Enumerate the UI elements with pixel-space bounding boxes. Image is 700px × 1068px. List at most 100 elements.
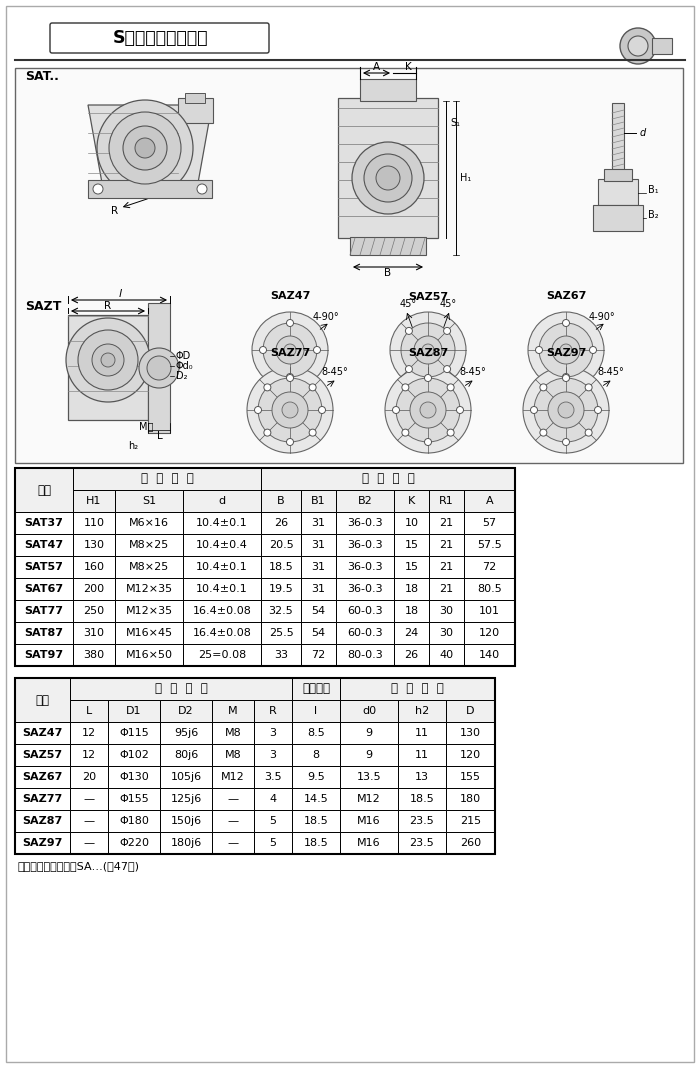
Text: ΦD: ΦD xyxy=(176,351,191,361)
Text: 10.4±0.1: 10.4±0.1 xyxy=(196,584,248,594)
Bar xyxy=(446,766,495,788)
Text: 30: 30 xyxy=(440,606,454,616)
Text: 54: 54 xyxy=(312,606,326,616)
Bar xyxy=(108,722,160,744)
Bar xyxy=(398,788,446,810)
Bar xyxy=(70,744,108,766)
FancyBboxPatch shape xyxy=(50,23,269,53)
Bar xyxy=(183,578,261,600)
Text: 20.5: 20.5 xyxy=(269,540,293,550)
Text: SAT..: SAT.. xyxy=(25,69,59,82)
Circle shape xyxy=(402,383,409,391)
Bar xyxy=(261,534,301,556)
Bar xyxy=(292,832,340,854)
Bar xyxy=(160,744,212,766)
Bar xyxy=(429,556,464,578)
Bar xyxy=(398,744,446,766)
Text: M16×50: M16×50 xyxy=(125,650,172,660)
Bar xyxy=(115,600,183,622)
Text: 24: 24 xyxy=(405,628,419,638)
Bar xyxy=(73,534,115,556)
Circle shape xyxy=(135,138,155,158)
Text: M12: M12 xyxy=(221,772,245,782)
Bar xyxy=(68,315,148,420)
Text: 型号: 型号 xyxy=(37,484,51,497)
Bar xyxy=(15,678,495,854)
Bar xyxy=(446,722,495,744)
Text: 11: 11 xyxy=(415,728,429,738)
Text: SAZ47: SAZ47 xyxy=(270,290,310,301)
Text: SAT77: SAT77 xyxy=(25,606,64,616)
Circle shape xyxy=(447,383,454,391)
Text: 95j6: 95j6 xyxy=(174,728,198,738)
Bar xyxy=(301,556,336,578)
Bar xyxy=(185,93,205,103)
Circle shape xyxy=(364,154,412,202)
Text: 23.5: 23.5 xyxy=(410,838,435,848)
Bar xyxy=(73,578,115,600)
Text: 18.5: 18.5 xyxy=(304,816,328,826)
Text: 30: 30 xyxy=(440,628,454,638)
Bar xyxy=(292,744,340,766)
Text: SAZT: SAZT xyxy=(25,299,62,313)
Bar xyxy=(340,744,398,766)
Text: 15: 15 xyxy=(405,540,419,550)
Circle shape xyxy=(286,319,293,327)
Bar xyxy=(160,722,212,744)
Text: M架: M架 xyxy=(139,421,153,431)
Text: Φ130: Φ130 xyxy=(119,772,149,782)
Bar xyxy=(108,832,160,854)
Text: d: d xyxy=(640,128,646,138)
Bar xyxy=(301,578,336,600)
Text: 36-0.3: 36-0.3 xyxy=(347,562,383,572)
Circle shape xyxy=(414,336,442,364)
Bar xyxy=(429,644,464,666)
Text: H₁: H₁ xyxy=(460,173,471,183)
Text: 31: 31 xyxy=(312,584,326,594)
Text: 外  型  尺  寸: 外 型 尺 寸 xyxy=(362,472,414,486)
Bar xyxy=(429,578,464,600)
Bar xyxy=(15,678,70,722)
Bar xyxy=(340,678,495,700)
Text: 型号: 型号 xyxy=(36,693,50,707)
Circle shape xyxy=(424,375,431,381)
Text: B2: B2 xyxy=(358,496,372,506)
Circle shape xyxy=(560,344,572,356)
Text: 21: 21 xyxy=(440,540,454,550)
Circle shape xyxy=(286,374,293,380)
Bar xyxy=(115,644,183,666)
Circle shape xyxy=(78,330,138,390)
Circle shape xyxy=(101,354,115,367)
Polygon shape xyxy=(88,105,212,183)
Bar xyxy=(160,832,212,854)
Circle shape xyxy=(620,28,656,64)
Bar xyxy=(73,468,261,490)
Bar xyxy=(254,700,292,722)
Circle shape xyxy=(585,429,592,436)
Text: S₁: S₁ xyxy=(450,117,460,128)
Text: 31: 31 xyxy=(312,562,326,572)
Text: 72: 72 xyxy=(482,562,496,572)
Bar xyxy=(593,205,643,231)
Bar xyxy=(336,622,394,644)
Text: M16: M16 xyxy=(357,838,381,848)
Bar xyxy=(652,38,672,54)
Text: D: D xyxy=(466,706,475,716)
Text: Φ115: Φ115 xyxy=(119,728,149,738)
Bar xyxy=(446,788,495,810)
Circle shape xyxy=(260,346,267,354)
Circle shape xyxy=(255,407,262,413)
Bar xyxy=(15,468,73,512)
Bar xyxy=(612,103,624,171)
Text: 36-0.3: 36-0.3 xyxy=(347,518,383,528)
Bar xyxy=(292,788,340,810)
Bar xyxy=(160,788,212,810)
Text: Φ102: Φ102 xyxy=(119,750,149,760)
Circle shape xyxy=(139,348,179,388)
Text: 40: 40 xyxy=(440,650,454,660)
Bar xyxy=(212,766,254,788)
Text: h₂: h₂ xyxy=(128,441,138,451)
Bar xyxy=(15,766,70,788)
Bar xyxy=(301,600,336,622)
Circle shape xyxy=(276,336,304,364)
